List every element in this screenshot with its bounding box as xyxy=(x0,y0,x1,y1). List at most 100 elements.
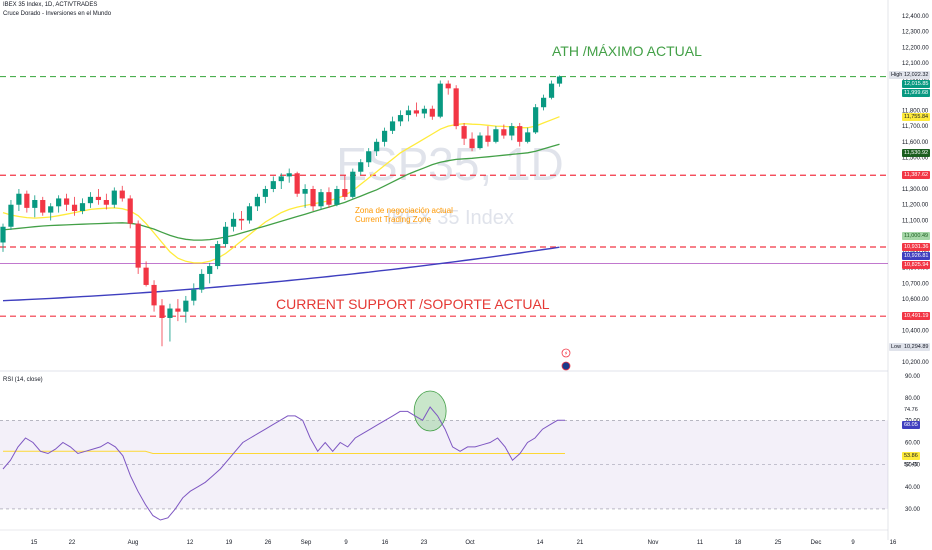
price-badge: 11,530.92 xyxy=(902,148,931,157)
price-tick-label: 11,800.00 xyxy=(902,108,929,114)
time-tick-label: 9 xyxy=(851,540,855,546)
candle-body xyxy=(262,189,268,197)
time-tick-label: 25 xyxy=(775,540,782,546)
price-badge: 11,999.68 xyxy=(902,89,931,98)
price-badge-caption: Low xyxy=(889,343,904,352)
candle-body xyxy=(95,196,101,201)
candle-body xyxy=(199,273,205,290)
price-badge: 10,491.19 xyxy=(902,312,931,321)
price-tick-label: 11,700.00 xyxy=(902,124,929,130)
candle-body xyxy=(541,97,547,108)
time-tick-label: Sep xyxy=(301,540,312,546)
rsi-lines xyxy=(2,406,565,521)
price-badge-caption: High xyxy=(889,71,905,80)
candle-body xyxy=(167,308,173,318)
candle-body xyxy=(223,226,229,245)
candle-body xyxy=(382,130,388,142)
price-tick-label: 12,100.00 xyxy=(902,61,929,67)
price-tick-label: 11,600.00 xyxy=(902,140,929,146)
rsi-tick-label: 80.00 xyxy=(905,396,921,402)
candle-body xyxy=(326,192,332,205)
candle-body xyxy=(143,267,149,285)
price-badge: 12,022.32 xyxy=(902,71,931,80)
horizontal-levels xyxy=(0,75,888,317)
price-tick-label: 10,600.00 xyxy=(902,297,929,303)
candle-body xyxy=(127,198,133,224)
time-tick-label: 19 xyxy=(226,540,233,546)
time-tick-label: 21 xyxy=(577,540,584,546)
candle-body xyxy=(215,244,221,267)
time-tick-label: Dec xyxy=(811,540,822,546)
time-tick-label: Oct xyxy=(465,540,475,546)
candle-body xyxy=(358,162,364,172)
candle-body xyxy=(556,76,563,84)
candle-body xyxy=(48,206,54,213)
candle-body xyxy=(334,189,340,205)
price-tick-label: 11,300.00 xyxy=(902,187,929,193)
candle-body xyxy=(191,289,197,301)
rsi-tick-label: 60.00 xyxy=(905,440,921,446)
price-tick-label: 11,500.00 xyxy=(902,156,929,162)
zone-annotation-en: Current Trading Zone xyxy=(355,215,432,224)
candles xyxy=(0,75,563,347)
candle-body xyxy=(40,200,46,213)
candle-body xyxy=(278,176,284,182)
time-tick-label: 23 xyxy=(421,540,428,546)
candle-body xyxy=(310,189,316,207)
candle-body xyxy=(525,132,531,142)
candle-body xyxy=(318,192,324,207)
flash-icon[interactable] xyxy=(561,348,571,358)
ma-medium-line xyxy=(2,143,560,241)
time-tick-label: 22 xyxy=(69,540,76,546)
candle-body xyxy=(469,138,475,149)
price-badge: 10,926.81 xyxy=(902,251,931,260)
support-annotation: CURRENT SUPPORT /SOPORTE ACTUAL xyxy=(276,296,550,312)
price-tick-label: 12,300.00 xyxy=(902,30,929,36)
candle-body xyxy=(175,308,181,312)
candle-body xyxy=(87,196,94,204)
moving-averages xyxy=(2,116,560,302)
candle-body xyxy=(159,305,165,318)
price-tick-label: 10,400.00 xyxy=(902,329,929,335)
time-tick-label: 15 xyxy=(31,540,38,546)
price-tick-label: 10,200.00 xyxy=(902,360,929,366)
price-badge: 11,387.62 xyxy=(902,171,931,180)
time-tick-label: 12 xyxy=(187,540,194,546)
candle-body xyxy=(366,151,372,163)
price-badge: 11,755.84 xyxy=(902,113,931,122)
ma-long-line xyxy=(2,246,560,302)
candle-body xyxy=(135,223,141,268)
rsi-band-background xyxy=(0,420,888,509)
time-tick-label: 26 xyxy=(265,540,272,546)
chart-title: IBEX 35 Index, 1D, ACTIVTRADES xyxy=(3,2,98,8)
price-badge: 11,000.49 xyxy=(902,232,931,241)
candle-body xyxy=(429,108,435,117)
candle-body xyxy=(32,200,38,208)
candle-body xyxy=(24,193,30,208)
candle-body xyxy=(254,196,260,207)
candle-body xyxy=(270,181,276,189)
candle-body xyxy=(111,190,117,205)
price-badge: 10,294.89 xyxy=(902,343,931,352)
candle-body xyxy=(0,226,6,243)
candle-body xyxy=(413,110,419,114)
time-tick-label: Aug xyxy=(128,540,139,546)
candle-body xyxy=(350,171,356,197)
rsi-tick-label: 40.00 xyxy=(905,485,921,491)
ath-annotation: ATH /MÁXIMO ACTUAL xyxy=(552,43,702,59)
candle-body xyxy=(246,206,253,221)
time-tick-label: Nov xyxy=(648,540,659,546)
event-icon[interactable] xyxy=(561,361,571,371)
candle-body xyxy=(342,189,348,197)
candle-body xyxy=(71,204,78,212)
rsi-tick-label: 50.00 xyxy=(905,463,921,469)
price-tick-label: 12,200.00 xyxy=(902,45,929,51)
candle-body xyxy=(421,108,427,114)
time-tick-label: 9 xyxy=(344,540,348,546)
candle-body xyxy=(302,189,308,194)
time-tick-label: 16 xyxy=(382,540,389,546)
candle-body xyxy=(16,193,22,205)
candle-body xyxy=(119,190,125,199)
candle-body xyxy=(477,135,483,149)
